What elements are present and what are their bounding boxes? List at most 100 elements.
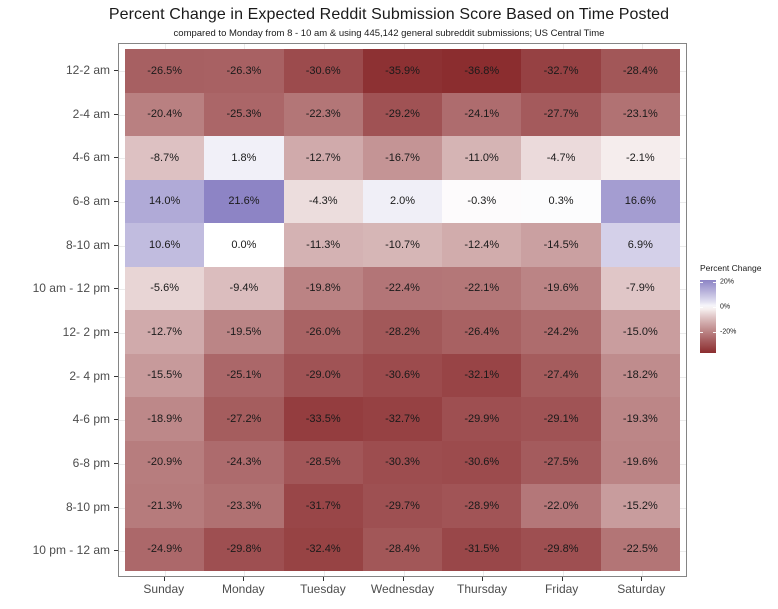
- heatmap-cell: -30.6%: [442, 440, 522, 484]
- heatmap-cell: -27.2%: [204, 397, 284, 441]
- y-axis-tick: [114, 375, 118, 377]
- heatmap-cell: 2.0%: [362, 179, 443, 223]
- heatmap-cell: -25.3%: [204, 92, 284, 136]
- y-axis-tick: [114, 331, 118, 333]
- y-axis-tick: [114, 157, 118, 159]
- legend-tick-label: 0%: [720, 303, 731, 311]
- legend-tick-mark: [700, 282, 703, 283]
- heatmap-cell: -19.6%: [600, 440, 680, 484]
- legend-title: Percent Change: [700, 263, 762, 273]
- heatmap-cell: -32.7%: [362, 397, 443, 441]
- y-axis-tick: [114, 244, 118, 246]
- heatmap-cell: -28.2%: [362, 310, 443, 354]
- heatmap-cell: -24.1%: [442, 92, 522, 136]
- y-axis-label: 10 am - 12 pm: [32, 281, 110, 296]
- heatmap-cell: -22.3%: [283, 92, 363, 136]
- heatmap-cell: -29.9%: [442, 397, 522, 441]
- heatmap-cell: -24.2%: [521, 310, 601, 354]
- heatmap-cell: -16.7%: [362, 136, 443, 180]
- heatmap-cell: 0.3%: [521, 179, 601, 223]
- legend-tick-mark: [700, 332, 703, 333]
- chart-title: Percent Change in Expected Reddit Submis…: [108, 6, 670, 23]
- x-axis-label: Sunday: [143, 582, 185, 596]
- heatmap-cell: -31.7%: [283, 484, 363, 528]
- heatmap-cell: -5.6%: [125, 266, 205, 310]
- heatmap-cell: -31.5%: [442, 527, 522, 571]
- legend-gradient-bar: [700, 280, 716, 353]
- heatmap-cell: -25.1%: [204, 353, 284, 397]
- heatmap-cell: 16.6%: [600, 179, 680, 223]
- heatmap-cell: -29.0%: [283, 353, 363, 397]
- heatmap-cell: -24.3%: [204, 440, 284, 484]
- legend-tick-label: 20%: [720, 278, 735, 286]
- y-axis-label: 4-6 pm: [72, 412, 110, 427]
- heatmap-cell: -12.7%: [125, 310, 205, 354]
- y-axis-label: 8-10 pm: [65, 499, 110, 514]
- heatmap-cell: -29.1%: [521, 397, 601, 441]
- y-axis-tick: [114, 69, 118, 71]
- x-axis-tick: [322, 577, 324, 581]
- x-axis-tick: [561, 577, 563, 581]
- y-axis-tick: [114, 113, 118, 115]
- heatmap-cell: -20.9%: [125, 440, 205, 484]
- heatmap-cell: -32.4%: [283, 527, 363, 571]
- y-axis-label: 2- 4 pm: [69, 368, 110, 383]
- y-axis-label: 6-8 pm: [72, 455, 110, 470]
- x-axis-label: Saturday: [617, 582, 666, 596]
- y-axis-tick: [114, 288, 118, 290]
- heatmap-cell: -26.5%: [125, 49, 205, 93]
- heatmap-cell: -22.1%: [442, 266, 522, 310]
- heatmap-cell: -15.2%: [600, 484, 680, 528]
- y-axis-label: 4-6 am: [72, 150, 110, 165]
- heatmap-cell: -20.4%: [125, 92, 205, 136]
- heatmap-cell: -18.2%: [600, 353, 680, 397]
- heatmap-cell: -7.9%: [600, 266, 680, 310]
- heatmap-cell: 21.6%: [204, 179, 284, 223]
- heatmap-cell: -12.4%: [442, 223, 522, 267]
- heatmap-cell: 1.8%: [204, 136, 284, 180]
- heatmap-cell: -21.3%: [125, 484, 205, 528]
- legend-tick-mark: [713, 307, 716, 308]
- chart-subtitle: compared to Monday from 8 - 10 am & usin…: [173, 28, 605, 39]
- heatmap-cell: -18.9%: [125, 397, 205, 441]
- y-axis-label: 10 pm - 12 am: [32, 543, 110, 558]
- heatmap-cell: -29.8%: [521, 527, 601, 571]
- heatmap-cell: -30.6%: [362, 353, 443, 397]
- y-axis-tick: [114, 419, 118, 421]
- x-axis-tick: [482, 577, 484, 581]
- heatmap-cell: -8.7%: [125, 136, 205, 180]
- heatmap-cell: -22.0%: [521, 484, 601, 528]
- x-axis-tick: [641, 577, 643, 581]
- heatmap-cell: -28.9%: [442, 484, 522, 528]
- heatmap-cell: -19.8%: [283, 266, 363, 310]
- x-axis-label: Friday: [544, 582, 579, 596]
- heatmap-cell: -28.4%: [600, 49, 680, 93]
- heatmap-cell: 14.0%: [125, 179, 205, 223]
- heatmap-cell: -26.3%: [204, 49, 284, 93]
- y-axis-label: 2-4 am: [72, 106, 110, 121]
- y-axis-label: 6-8 am: [72, 193, 110, 208]
- heatmap-cell: -4.7%: [521, 136, 601, 180]
- heatmap-cell: -32.7%: [521, 49, 601, 93]
- heatmap-cell: -19.3%: [600, 397, 680, 441]
- heatmap-cell: -32.1%: [442, 353, 522, 397]
- heatmap-cell: -15.0%: [600, 310, 680, 354]
- heatmap-cell: -14.5%: [521, 223, 601, 267]
- heatmap-cell: -23.3%: [204, 484, 284, 528]
- y-axis-tick: [114, 462, 118, 464]
- heatmap-cell: -22.5%: [600, 527, 680, 571]
- x-axis-tick: [163, 577, 165, 581]
- heatmap-cell: -11.0%: [442, 136, 522, 180]
- legend-tick-mark: [700, 307, 703, 308]
- heatmap-cell: -19.5%: [204, 310, 284, 354]
- heatmap-cell: -35.9%: [362, 49, 443, 93]
- heatmap-cell: -19.6%: [521, 266, 601, 310]
- x-axis-tick: [243, 577, 245, 581]
- x-axis-label: Wednesday: [370, 582, 435, 596]
- heatmap-cell: -28.5%: [283, 440, 363, 484]
- heatmap-cell: -27.7%: [521, 92, 601, 136]
- x-axis-tick: [402, 577, 404, 581]
- y-axis-tick: [114, 200, 118, 202]
- heatmap-cell: -9.4%: [204, 266, 284, 310]
